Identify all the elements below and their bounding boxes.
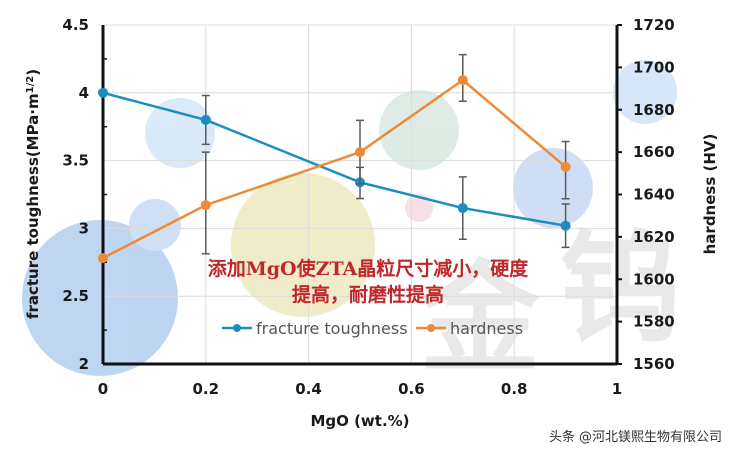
bubble [231, 173, 375, 317]
bg-char-2: 钨 [560, 220, 680, 359]
bubble [145, 98, 215, 168]
annotation-line-2: 提高，耐磨性提高 [292, 283, 444, 306]
legend-item-toughness: fracture toughness [222, 319, 408, 338]
bubble [513, 148, 593, 228]
y-tick-label-left: 2.5 [62, 287, 89, 305]
data-point [560, 220, 571, 231]
y-tick-label-right: 1620 [633, 228, 675, 246]
legend-item-hardness: hardness [416, 319, 523, 338]
y-tick-label-right: 1560 [633, 355, 675, 373]
y-tick-label-right: 1640 [633, 186, 675, 204]
y-tick-label-left: 4.5 [62, 16, 89, 34]
x-tick-label: 0 [98, 380, 108, 398]
data-point [200, 200, 211, 211]
y-tick-label-right: 1720 [633, 16, 675, 34]
legend: fracture toughness hardness [222, 319, 523, 338]
x-tick-label: 0.4 [295, 380, 322, 398]
x-tick-label: 1 [612, 380, 622, 398]
bubble [613, 60, 677, 124]
data-point [355, 147, 365, 158]
y-tick-label-right: 1680 [633, 101, 675, 119]
bubble [379, 90, 459, 170]
y-tick-label-right: 1700 [633, 58, 675, 76]
y-tick-label-left: 2 [79, 355, 89, 373]
data-point [200, 114, 211, 125]
legend-marker-toughness [233, 324, 241, 332]
bubble [405, 194, 433, 222]
y-axis-title-left: fracture toughness(MPa·m1/2) [24, 69, 42, 319]
series-hardness [98, 53, 571, 264]
y-axis-title-right: hardness (HV) [701, 134, 719, 255]
y-tick-label-right: 1600 [633, 270, 675, 288]
x-tick-label: 0.2 [193, 380, 220, 398]
data-point [457, 203, 468, 214]
legend-label-hardness: hardness [450, 319, 523, 338]
bubble [129, 199, 181, 251]
source-watermark: 头条 @河北镁熙生物有限公司 [549, 429, 722, 445]
background-watermark: 金 钨 [419, 220, 680, 389]
y-tick-label-left: 3 [79, 219, 89, 237]
legend-marker-hardness [427, 324, 435, 332]
bubble [22, 220, 178, 376]
x-axis-title: MgO (wt.%) [310, 412, 409, 430]
x-tick-label: 0.8 [501, 380, 528, 398]
bg-char-1: 金 [419, 250, 541, 389]
series-layer [98, 53, 571, 264]
decorative-bubbles [22, 60, 677, 376]
tick-labels: 2 2.5 3 3.5 4 4.5 1560 1580 1600 1620 1640 1660 1680… [62, 16, 674, 398]
data-point [98, 253, 108, 264]
data-point [98, 87, 108, 98]
data-point [560, 161, 571, 172]
legend-label-toughness: fracture toughness [256, 319, 408, 338]
y-tick-label-right: 1660 [633, 143, 675, 161]
data-point [457, 75, 468, 86]
y-tick-label-left: 4 [79, 84, 89, 102]
y-tick-label-left: 3.5 [62, 152, 89, 170]
annotation-line-1: 添加MgO使ZTA晶粒尺寸减小，硬度 [208, 257, 530, 280]
axes [101, 24, 622, 366]
y-tick-label-right: 1580 [633, 313, 675, 331]
x-tick-label: 0.6 [398, 380, 425, 398]
